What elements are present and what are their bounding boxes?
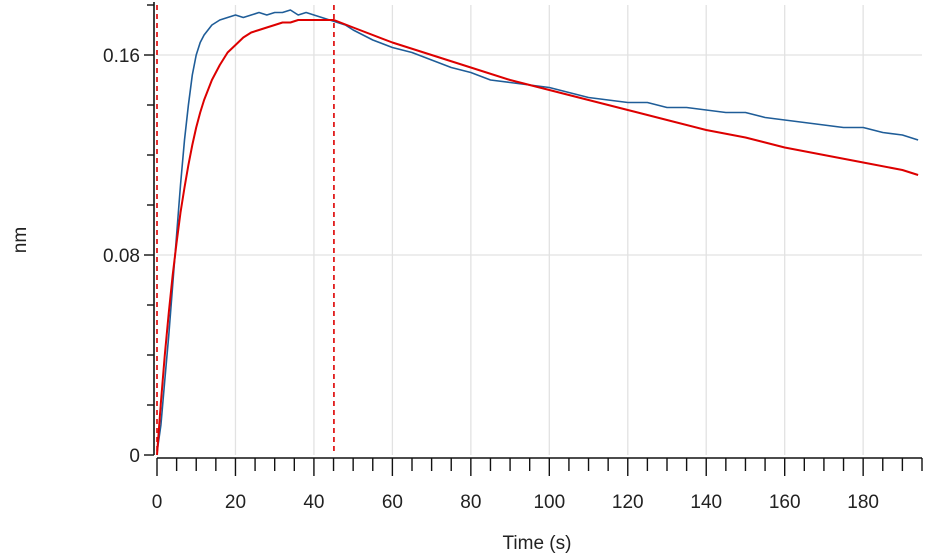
y-tick-label: 0.08 (103, 246, 140, 267)
y-tick-label: 0.16 (103, 46, 140, 67)
phase-markers (156, 5, 335, 455)
x-tick-label: 180 (847, 492, 879, 513)
x-tick-label: 40 (303, 492, 324, 513)
x-tick-label: 20 (225, 492, 246, 513)
y-axis-title: nm (10, 227, 31, 253)
x-axis-title: Time (s) (503, 533, 572, 554)
data-traces (156, 9, 919, 456)
x-tick-label: 100 (533, 492, 565, 513)
x-tick-label: 60 (382, 492, 403, 513)
grid-lines (157, 5, 922, 455)
x-tick-label: 80 (460, 492, 481, 513)
y-tick-label: 0 (129, 446, 140, 467)
x-tick-label: 140 (690, 492, 722, 513)
x-tick-label: 0 (152, 492, 163, 513)
axes: 0 0.08 0.16 0 20 40 60 80 100 120 140 160 180 (103, 2, 923, 513)
series-line-1 (156, 9, 919, 453)
series-line-2 (156, 19, 919, 456)
x-tick-label: 120 (612, 492, 644, 513)
x-tick-label: 160 (769, 492, 801, 513)
